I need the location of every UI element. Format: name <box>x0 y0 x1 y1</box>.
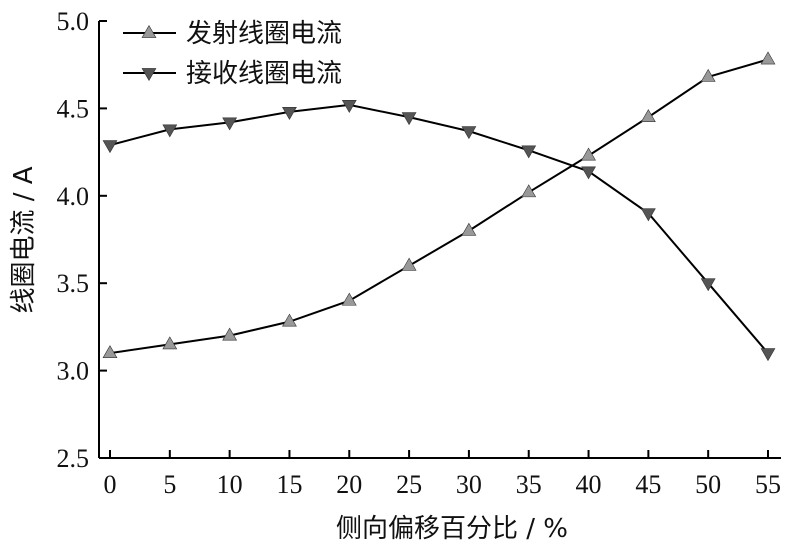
ticks: 0 5 10 15 20 25 30 35 40 45 50 55 2.5 3.0 3.5 4.0 4.5 5.0 <box>57 7 782 499</box>
data-point <box>521 184 537 198</box>
data-point <box>760 51 776 65</box>
x-tick-label: 30 <box>456 470 482 499</box>
x-tick-label: 20 <box>336 470 362 499</box>
x-tick-label: 0 <box>104 470 117 499</box>
y-tick-label: 4.5 <box>57 94 90 123</box>
x-tick-label: 55 <box>755 470 781 499</box>
data-point <box>581 147 596 161</box>
data-point <box>461 126 477 140</box>
series <box>102 51 776 362</box>
x-tick-label: 40 <box>576 470 602 499</box>
axes <box>98 21 781 459</box>
legend-marker <box>141 24 157 38</box>
y-tick-label: 5.0 <box>57 7 90 36</box>
data-point <box>640 109 656 122</box>
data-point <box>401 257 417 271</box>
data-point <box>341 292 357 306</box>
data-point <box>282 313 297 327</box>
data-point <box>282 107 297 120</box>
y-axis-title: 线圈电流 / A <box>9 166 39 313</box>
legend-marker <box>141 68 157 82</box>
series-1 <box>102 51 776 358</box>
data-point <box>162 124 178 138</box>
data-point <box>222 117 238 131</box>
data-point <box>700 278 716 292</box>
data-point <box>222 327 238 341</box>
x-axis-title: 侧向偏移百分比 / % <box>336 514 568 544</box>
series-line <box>109 103 769 354</box>
data-point <box>341 100 357 113</box>
x-tick-label: 5 <box>163 470 176 499</box>
legend-label: 发射线圈电流 <box>186 19 342 49</box>
data-point <box>760 348 776 362</box>
data-point <box>162 336 178 350</box>
x-tick-label: 15 <box>276 470 302 499</box>
y-tick-label: 3.0 <box>57 357 90 386</box>
x-tick-label: 45 <box>635 470 661 499</box>
series-line <box>109 58 769 355</box>
x-tick-label: 25 <box>396 470 422 499</box>
data-point <box>700 68 716 82</box>
data-point <box>581 166 596 180</box>
data-point <box>521 145 537 159</box>
data-point <box>102 140 118 154</box>
y-tick-label: 3.5 <box>57 269 90 298</box>
legend-label: 接收线圈电流 <box>186 59 342 89</box>
data-point <box>640 208 656 222</box>
y-tick-label: 2.5 <box>57 444 90 473</box>
data-point <box>461 222 477 236</box>
data-point <box>401 112 417 126</box>
x-tick-label: 50 <box>695 470 721 499</box>
x-tick-label: 35 <box>516 470 542 499</box>
data-point <box>102 345 118 358</box>
series-2 <box>102 100 776 362</box>
x-tick-label: 10 <box>217 470 243 499</box>
y-tick-label: 4.0 <box>57 182 90 211</box>
